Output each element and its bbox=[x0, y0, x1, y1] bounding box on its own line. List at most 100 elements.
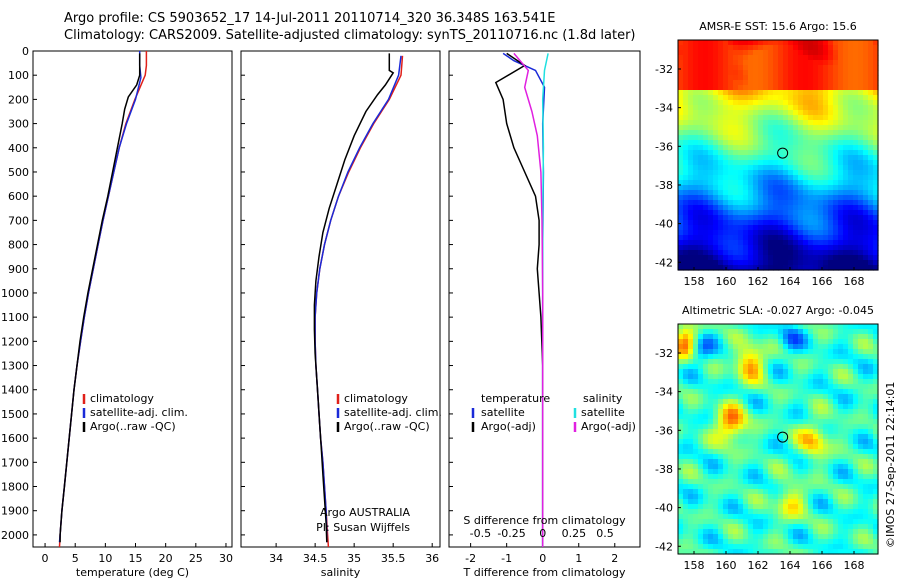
sst-map-cell bbox=[828, 50, 834, 56]
sla-map-cell bbox=[713, 339, 719, 345]
sla-map-cell bbox=[818, 394, 824, 400]
sst-map-cell bbox=[758, 190, 764, 196]
sst-map-cell bbox=[763, 50, 769, 56]
sla-map-cell bbox=[798, 549, 804, 555]
sst-map-cell bbox=[698, 100, 704, 106]
sla-map-cell bbox=[708, 399, 714, 405]
sst-map-cell bbox=[683, 85, 689, 91]
sla-map-cell bbox=[843, 449, 849, 455]
sla-map-cell bbox=[693, 499, 699, 505]
sst-map-cell bbox=[773, 135, 779, 141]
sst-map-cell bbox=[768, 140, 774, 146]
sst-map-cell bbox=[793, 230, 799, 236]
sla-map-cell bbox=[873, 359, 879, 365]
sst-map-cell bbox=[703, 180, 709, 186]
sla-map-cell bbox=[708, 404, 714, 410]
sst-map-cell bbox=[793, 120, 799, 126]
sla-map-cell bbox=[698, 364, 704, 370]
sla-map-cell bbox=[703, 354, 709, 360]
sla-map-cell bbox=[868, 459, 874, 465]
sla-map-cell bbox=[798, 439, 804, 445]
sst-map-cell bbox=[713, 65, 719, 71]
sla-map-cell bbox=[718, 479, 724, 485]
sst-map-cell bbox=[688, 240, 694, 246]
sst-map-cell bbox=[823, 155, 829, 161]
sst-map-cell bbox=[688, 260, 694, 266]
sla-map-cell bbox=[763, 324, 769, 330]
sst-map-cell bbox=[838, 60, 844, 66]
sla-map-cell bbox=[753, 529, 759, 535]
sst-map-cell bbox=[708, 165, 714, 171]
sst-map-cell bbox=[743, 210, 749, 216]
sst-map-cell bbox=[793, 105, 799, 111]
sst-map-cell bbox=[823, 145, 829, 151]
sla-map-cell bbox=[848, 479, 854, 485]
sla-map-cell bbox=[868, 369, 874, 375]
sst-map-cell bbox=[868, 130, 874, 136]
sla-map-cell bbox=[808, 354, 814, 360]
sla-map-cell bbox=[848, 409, 854, 415]
sla-map-cell bbox=[783, 479, 789, 485]
sst-map-cell bbox=[798, 150, 804, 156]
sst-map-cell bbox=[753, 165, 759, 171]
sst-map-cell bbox=[743, 110, 749, 116]
sst-map-ytick-label: -32 bbox=[655, 63, 673, 76]
sst-map-cell bbox=[698, 265, 704, 271]
sla-map-cell bbox=[693, 429, 699, 435]
sst-map-cell bbox=[698, 90, 704, 96]
sst-map-cell bbox=[778, 65, 784, 71]
sst-map-cell bbox=[723, 160, 729, 166]
sla-map-cell bbox=[743, 489, 749, 495]
sst-map-cell bbox=[813, 50, 819, 56]
sla-map-cell bbox=[868, 389, 874, 395]
sst-map-cell bbox=[733, 45, 739, 51]
sla-map-cell bbox=[803, 414, 809, 420]
sla-map-cell bbox=[793, 514, 799, 520]
sla-map-cell bbox=[703, 544, 709, 550]
sst-map-cell bbox=[748, 240, 754, 246]
sst-map-cell bbox=[848, 250, 854, 256]
sst-map-cell bbox=[803, 185, 809, 191]
sst-map-cell bbox=[843, 225, 849, 231]
sst-map-cell bbox=[778, 165, 784, 171]
sst-map-cell bbox=[863, 40, 869, 46]
sst-map-cell bbox=[833, 55, 839, 61]
sla-map-cell bbox=[833, 449, 839, 455]
sla-map-cell bbox=[743, 374, 749, 380]
sst-map-cell bbox=[713, 85, 719, 91]
sla-map-cell bbox=[778, 509, 784, 515]
sla-map-cell bbox=[768, 344, 774, 350]
sla-map-cell bbox=[803, 529, 809, 535]
sst-map-cell bbox=[718, 65, 724, 71]
sla-map-cell bbox=[843, 399, 849, 405]
sst-map-cell bbox=[693, 210, 699, 216]
sst-map-cell bbox=[688, 65, 694, 71]
sla-map-cell bbox=[828, 529, 834, 535]
sla-map-cell bbox=[718, 404, 724, 410]
sst-map-cell bbox=[698, 65, 704, 71]
sla-map-cell bbox=[808, 409, 814, 415]
sla-map-title: Altimetric SLA: -0.027 Argo: -0.045 bbox=[682, 304, 874, 317]
sla-map-cell bbox=[798, 329, 804, 335]
sst-map-cell bbox=[783, 145, 789, 151]
sst-map-cell bbox=[858, 220, 864, 226]
sst-map-cell bbox=[873, 60, 879, 66]
sst-map-cell bbox=[803, 90, 809, 96]
sla-map-cell bbox=[718, 439, 724, 445]
sst-map-cell bbox=[723, 255, 729, 261]
sla-map-cell bbox=[708, 524, 714, 530]
sla-map-cell bbox=[698, 459, 704, 465]
sst-map-cell bbox=[863, 120, 869, 126]
sst-map-cell bbox=[833, 235, 839, 241]
sst-map-cell bbox=[823, 215, 829, 221]
sst-map-cell bbox=[838, 90, 844, 96]
sst-map-cell bbox=[848, 260, 854, 266]
sst-map-cell bbox=[853, 245, 859, 251]
sst-map-cell bbox=[868, 90, 874, 96]
sst-map-cell bbox=[853, 255, 859, 261]
sst-map-cell bbox=[828, 130, 834, 136]
sla-map-cell bbox=[748, 469, 754, 475]
sst-map-cell bbox=[753, 60, 759, 66]
sst-map-cell bbox=[843, 100, 849, 106]
sst-map-cell bbox=[853, 165, 859, 171]
